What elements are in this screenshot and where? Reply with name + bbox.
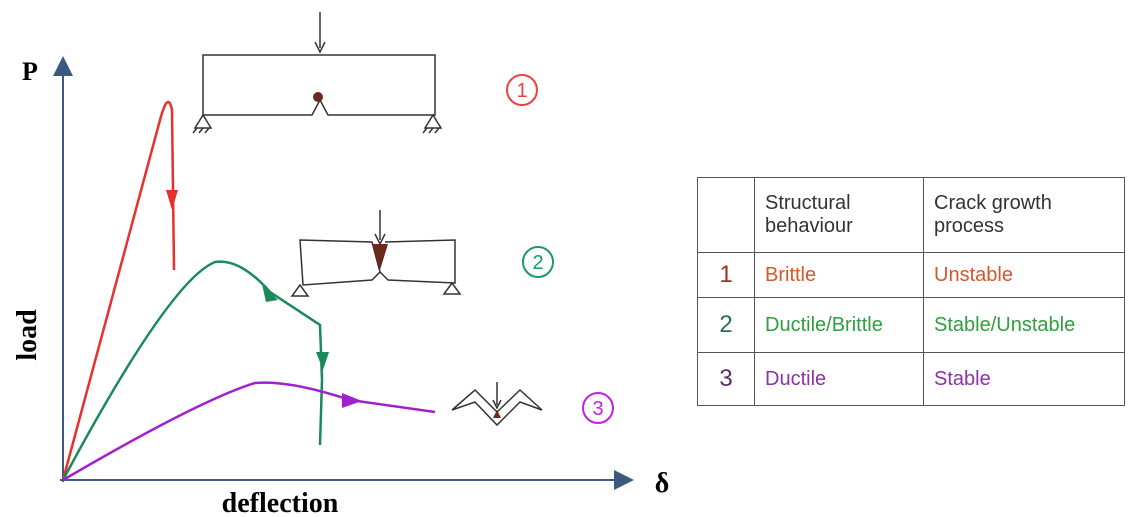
x-symbol: δ	[655, 468, 670, 499]
curve-brittle	[63, 102, 174, 480]
arrow	[166, 190, 178, 210]
table-row: 1 Brittle Unstable	[698, 253, 1125, 298]
crack	[493, 410, 501, 418]
table-cell: 2	[698, 298, 755, 353]
table-row: 2 Ductile/Brittle Stable/Unstable	[698, 298, 1125, 353]
curve-label: 1	[516, 80, 527, 102]
table-cell: Structural behaviour	[755, 178, 924, 253]
beam-sketch-3	[452, 382, 542, 425]
beam-sketch-1	[193, 12, 441, 133]
behaviour-table: Structural behaviour Crack growth proces…	[697, 177, 1125, 406]
curve-label: 2	[532, 252, 543, 274]
table-cell: Stable/Unstable	[924, 298, 1125, 353]
curve-ductile	[63, 383, 435, 480]
curve-label: 3	[592, 398, 603, 420]
table-cell: Brittle	[755, 253, 924, 298]
page: P load deflection δ 1 2 3 Structural beh…	[0, 0, 1132, 517]
table-cell: 1	[698, 253, 755, 298]
x-label: deflection	[222, 488, 339, 517]
arrow	[262, 284, 278, 302]
arrow	[342, 393, 362, 408]
curve-ductile-brittle	[63, 262, 322, 480]
table-cell: Ductile/Brittle	[755, 298, 924, 353]
table-cell: Ductile	[755, 353, 924, 406]
table-cell: Crack growth process	[924, 178, 1125, 253]
table-cell: 3	[698, 353, 755, 406]
y-symbol: P	[22, 57, 38, 86]
crack	[372, 244, 388, 270]
crack-tip	[313, 92, 323, 102]
table-header: Structural behaviour Crack growth proces…	[698, 178, 1125, 253]
table-cell	[698, 178, 755, 253]
table-cell: Unstable	[924, 253, 1125, 298]
table-cell: Stable	[924, 353, 1125, 406]
arrow	[316, 352, 329, 370]
y-label: load	[12, 309, 43, 361]
table-row: 3 Ductile Stable	[698, 353, 1125, 406]
